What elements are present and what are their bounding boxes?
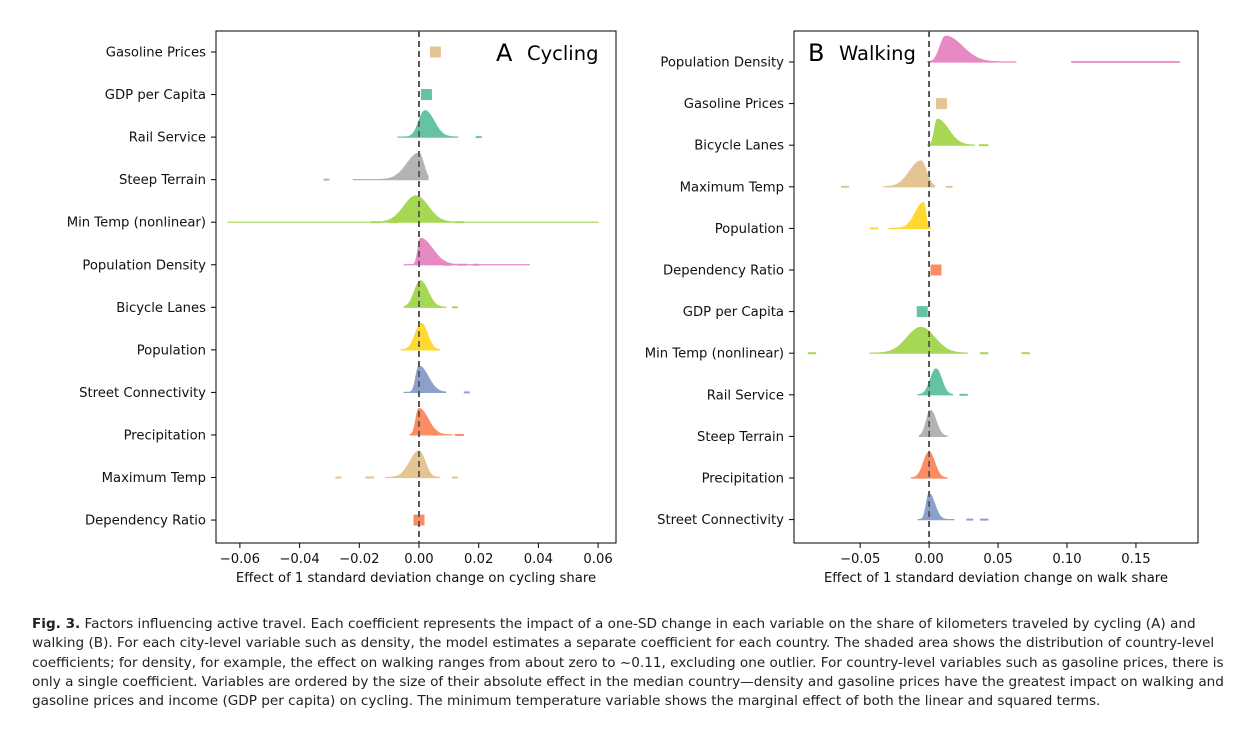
row-steep-terrain-density — [918, 410, 948, 437]
x-tick-label: −0.06 — [220, 552, 260, 567]
x-tick-label: 0.04 — [524, 552, 553, 567]
panel-cycling: Gasoline Prices GDP per Capita Rail Servic… — [67, 30, 617, 586]
plot-frame — [215, 30, 617, 544]
row-min-temp-nonlinear-density — [227, 195, 599, 223]
x-tick-label: 0.10 — [1052, 552, 1081, 567]
y-tick-label: Dependency Ratio — [85, 514, 206, 529]
row-rail-service-density — [397, 110, 459, 138]
y-tick-label: Population — [137, 343, 206, 358]
row-gdp-per-capita-point-estimate — [916, 306, 928, 318]
y-tick-label: Rail Service — [707, 388, 784, 403]
row-min-temp-nonlinear-density — [869, 326, 969, 354]
x-tick-label: 0.00 — [914, 552, 943, 567]
y-tick-label: Maximum Temp — [102, 471, 206, 486]
x-axis-label: Effect of 1 standard deviation change on… — [824, 571, 1168, 586]
caption-text: Factors influencing active travel. Each … — [32, 616, 1224, 710]
y-tick-label: Precipitation — [702, 472, 784, 487]
x-tick-label: −0.05 — [840, 552, 880, 567]
row-maximum-temp-density — [883, 160, 936, 188]
y-tick-label: Bicycle Lanes — [694, 139, 784, 154]
caption-label: Fig. 3. — [32, 616, 81, 632]
x-tick-label: −0.02 — [339, 552, 379, 567]
row-gasoline-prices-point-estimate — [429, 46, 441, 58]
panel-title: Walking — [839, 42, 916, 65]
row-bicycle-lanes-density — [927, 118, 976, 146]
y-tick-label: Street Connectivity — [79, 386, 206, 401]
x-tick-label: 0.06 — [583, 552, 612, 567]
figure-caption: Fig. 3. Factors influencing active trave… — [32, 615, 1232, 711]
y-tick-label: Population — [715, 222, 784, 237]
x-axis-label: Effect of 1 standard deviation change on… — [236, 571, 596, 586]
row-population-density-density — [927, 35, 1017, 63]
y-tick-label: Dependency Ratio — [663, 264, 784, 279]
panel-letter: A — [496, 39, 513, 67]
figure: Gasoline Prices GDP per Capita Rail Servic… — [67, 30, 1199, 586]
panel-letter: B — [808, 39, 824, 67]
x-tick-label: 0.15 — [1121, 552, 1150, 567]
y-tick-label: Rail Service — [129, 131, 206, 146]
y-tick-label: Population Density — [660, 56, 784, 71]
y-tick-label: Gasoline Prices — [106, 46, 206, 61]
y-tick-label: Steep Terrain — [697, 430, 784, 445]
row-rail-service-density — [917, 368, 954, 396]
y-tick-label: Gasoline Prices — [684, 97, 784, 112]
row-street-connectivity-density — [403, 365, 447, 393]
y-tick-label: Population Density — [82, 258, 206, 273]
y-tick-label: Min Temp (nonlinear) — [67, 216, 206, 231]
row-bicycle-lanes-density — [403, 280, 447, 308]
x-tick-label: 0.05 — [983, 552, 1012, 567]
x-tick-label: −0.04 — [279, 552, 319, 567]
x-tick-label: 0.00 — [404, 552, 433, 567]
row-gasoline-prices-point-estimate — [936, 98, 948, 110]
row-population-density-density — [403, 237, 531, 266]
row-dependency-ratio-point-estimate — [930, 264, 942, 276]
panel-title: Cycling — [527, 42, 598, 65]
row-steep-terrain-density — [352, 152, 429, 181]
row-street-connectivity-density — [917, 493, 955, 521]
y-tick-label: Min Temp (nonlinear) — [645, 347, 784, 362]
y-tick-label: Steep Terrain — [119, 173, 206, 188]
row-precipitation-density — [409, 407, 453, 436]
y-tick-label: Maximum Temp — [680, 180, 784, 195]
row-population-density — [888, 202, 932, 229]
row-dependency-ratio-point-estimate — [413, 514, 425, 526]
x-tick-label: 0.02 — [464, 552, 493, 567]
panel-walking: Population Density Gasoline Prices Bicycle… — [645, 30, 1199, 586]
y-tick-label: Bicycle Lanes — [116, 301, 206, 316]
row-maximum-temp-density — [385, 450, 441, 479]
row-gdp-per-capita-point-estimate — [420, 89, 432, 101]
row-population-density — [400, 322, 441, 351]
y-tick-label: Precipitation — [124, 428, 206, 443]
y-tick-label: Street Connectivity — [657, 513, 784, 528]
y-tick-label: GDP per Capita — [105, 88, 206, 103]
y-tick-label: GDP per Capita — [683, 305, 784, 320]
plot-frame — [793, 30, 1199, 544]
